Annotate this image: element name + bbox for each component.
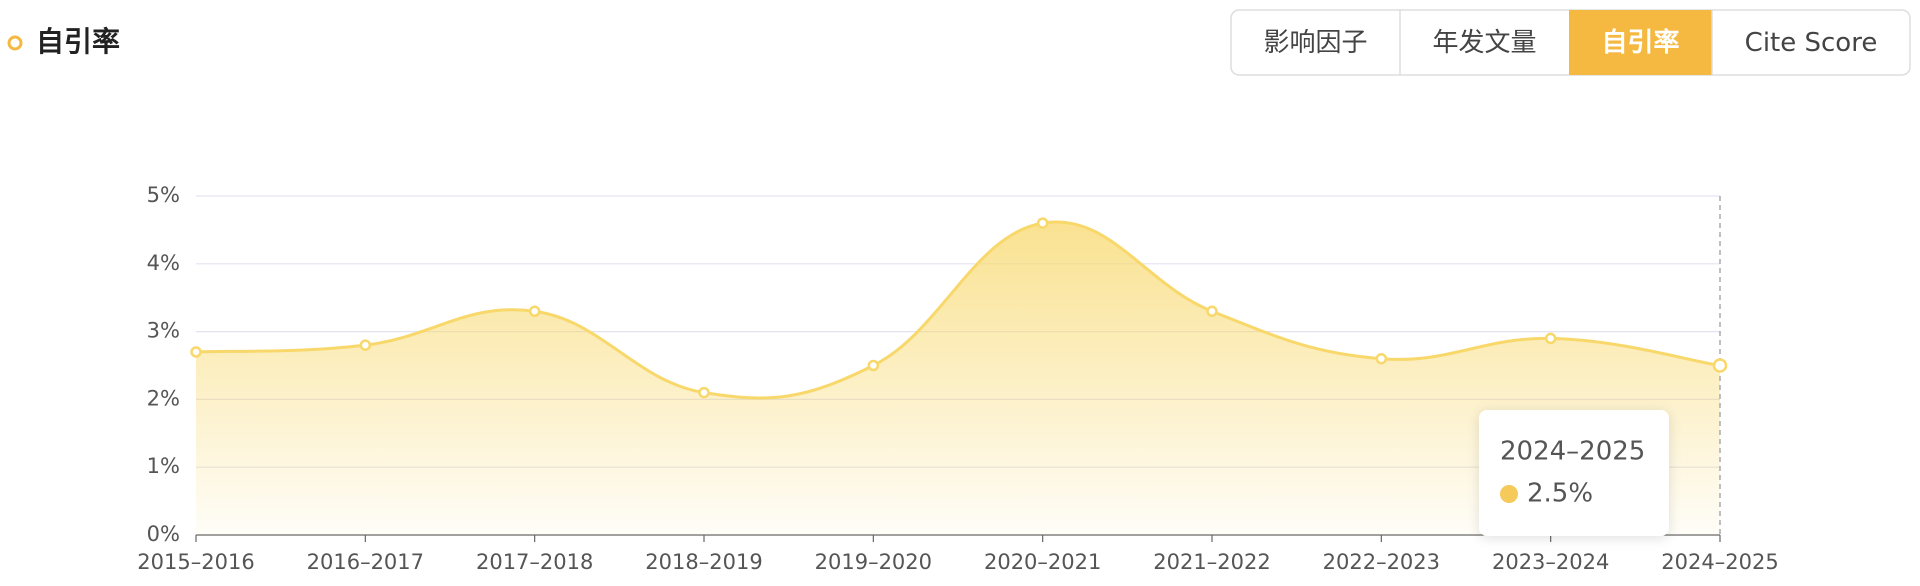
y-tick-label: 4% bbox=[147, 251, 180, 275]
area bbox=[196, 222, 1720, 535]
title-dot bbox=[7, 35, 23, 51]
tab[interactable]: Cite Score bbox=[1745, 28, 1878, 58]
y-tick-label: 0% bbox=[147, 522, 180, 546]
point bbox=[1036, 217, 1049, 229]
point bbox=[359, 339, 372, 351]
point bbox=[1375, 352, 1388, 365]
x-tick-label: 2018–2019 bbox=[645, 550, 762, 574]
x-tick-label: 2024–2025 bbox=[1661, 550, 1778, 574]
tab-active-bg bbox=[1569, 10, 1712, 75]
point bbox=[1712, 358, 1728, 373]
point bbox=[190, 346, 202, 358]
x-tick-label: 2020–2021 bbox=[984, 550, 1101, 574]
tab[interactable]: 年发文量 bbox=[1432, 28, 1536, 58]
point bbox=[1206, 305, 1218, 318]
y-tick-label: 2% bbox=[147, 386, 180, 410]
line bbox=[195, 220, 1721, 400]
point bbox=[867, 359, 880, 372]
tooltip-box bbox=[1479, 410, 1669, 536]
y-tick-label: 3% bbox=[147, 319, 180, 343]
y-tick-label: 5% bbox=[147, 183, 180, 207]
point bbox=[1544, 332, 1557, 345]
tooltip-title: 2024–2025 bbox=[1500, 437, 1645, 467]
y-tick-label: 1% bbox=[147, 454, 180, 478]
tab[interactable]: 影响因子 bbox=[1263, 28, 1367, 58]
tab[interactable]: 自引率 bbox=[1601, 27, 1679, 58]
tooltip: 2024–2025 2.5% bbox=[1479, 410, 1669, 536]
tooltip-dot bbox=[1500, 485, 1518, 503]
point bbox=[528, 305, 541, 318]
x-tick-label: 2021–2022 bbox=[1153, 550, 1270, 574]
point bbox=[698, 386, 710, 399]
x-tick-label: 2016–2017 bbox=[307, 550, 424, 574]
section-title: 自引率 bbox=[36, 25, 120, 58]
tooltip-value: 2.5% bbox=[1527, 479, 1593, 509]
x-tick-label: 2017–2018 bbox=[476, 550, 593, 574]
x-tick-label: 2023–2024 bbox=[1492, 550, 1609, 574]
x-tick-label: 2015–2016 bbox=[137, 550, 254, 574]
x-tick-label: 2019–2020 bbox=[815, 550, 932, 574]
x-tick-label: 2022–2023 bbox=[1323, 550, 1440, 574]
